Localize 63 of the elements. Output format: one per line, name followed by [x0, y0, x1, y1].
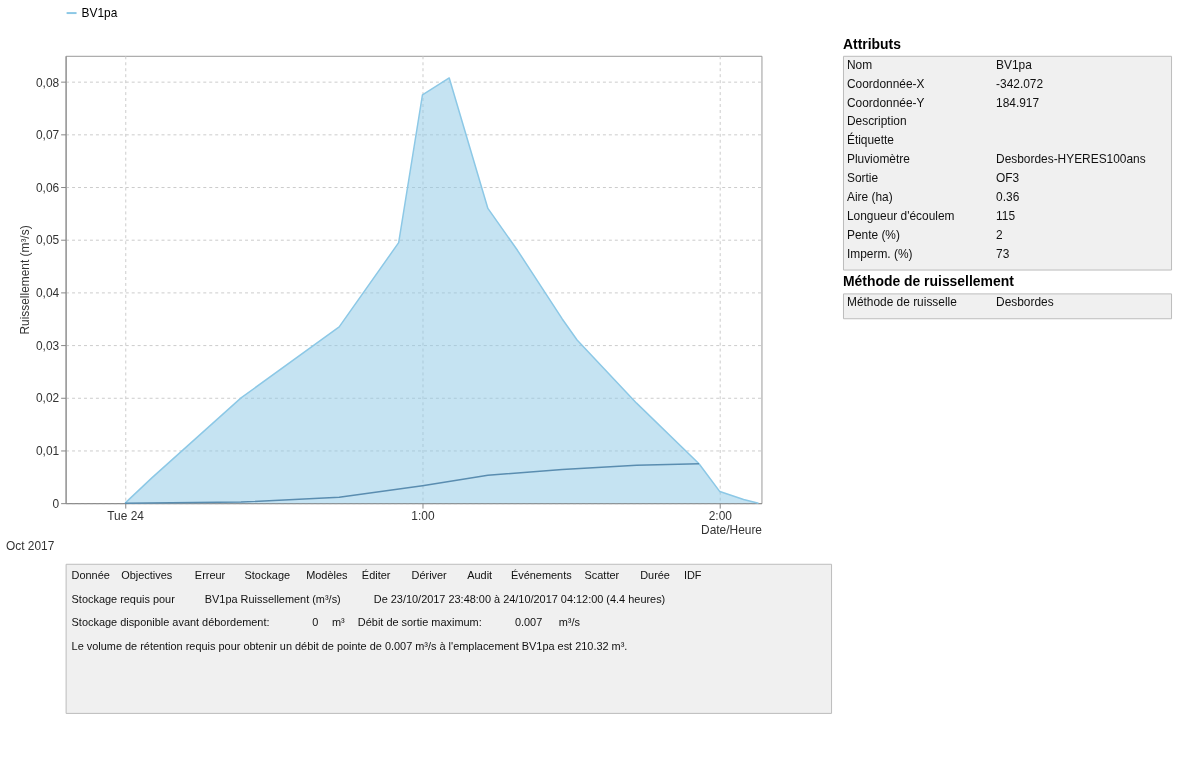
x-tick-label: 2:00	[708, 508, 733, 523]
text: Nom	[846, 57, 873, 72]
text: Desbordes	[996, 295, 1054, 310]
y-tick-label: 0,08	[35, 75, 60, 90]
text: Le volume de rétention requis pour obtenir un débit de pointe de 0.007 m³/s à l'emplacement BV1pa est 210.32 m³.	[71, 640, 628, 653]
text: Événements	[510, 568, 573, 581]
y-tick-label: 0,05	[35, 233, 60, 248]
text: Longueur d'écoulem	[846, 208, 955, 223]
text: -342.072	[996, 76, 1044, 91]
text: De 23/10/2017 23:48:00 à 24/10/2017 04:12:00 (4.4 heures)	[373, 592, 666, 605]
text: Oct 2017	[5, 538, 55, 553]
text: 73	[996, 246, 1010, 261]
text: Méthode de ruisselle	[846, 295, 958, 310]
text: Donnée	[71, 568, 110, 581]
text: IDF	[683, 568, 702, 581]
text: Dériver	[411, 568, 448, 581]
x-axis-title: Date/Heure	[701, 523, 763, 538]
y-tick-label: 0,04	[35, 286, 60, 301]
text: Débit de sortie maximum:	[357, 616, 482, 629]
text: Méthode de ruissellement	[842, 273, 1015, 290]
text: Description	[846, 114, 907, 129]
line-series	[124, 462, 700, 504]
text: 0	[312, 616, 319, 629]
text: Stockage requis pour	[71, 592, 176, 605]
text: Durée	[640, 568, 670, 581]
text: BV1pa	[996, 57, 1033, 72]
y-tick-label: 0	[52, 496, 60, 511]
y-tick-label: 0,02	[35, 391, 60, 406]
text: Stockage	[244, 568, 291, 581]
text: 184.917	[996, 95, 1040, 110]
text: OF3	[996, 171, 1020, 186]
x-tick-label: Tue 24	[107, 508, 145, 523]
text: Attributs	[842, 35, 902, 52]
text: Desbordes-HYERES100ans	[996, 152, 1146, 167]
text: Scatter	[584, 568, 620, 581]
text: 2	[996, 227, 1004, 242]
text: Coordonnée-Y	[846, 95, 925, 110]
text: Stockage disponible avant débordement:	[71, 616, 270, 629]
y-tick-label: 0,01	[35, 444, 60, 458]
y-axis-title: Ruissellement (m³/s)	[17, 225, 32, 335]
text: Pluviomètre	[846, 152, 911, 167]
text: Imperm. (%)	[846, 246, 913, 261]
x-tick-label: 1:00	[411, 508, 435, 523]
text: Coordonnée-X	[846, 76, 925, 91]
text: 0.36	[996, 189, 1020, 204]
text: Audit	[467, 568, 493, 581]
text: Pente (%)	[846, 227, 900, 242]
text: m³/s	[558, 616, 581, 629]
text: Sortie	[846, 171, 879, 186]
text: BV1pa Ruissellement (m³/s)	[204, 592, 341, 605]
text: m³	[332, 616, 346, 629]
text: Éditer	[361, 568, 391, 581]
text: Étiquette	[846, 132, 895, 148]
text: Objectives	[121, 568, 173, 581]
text: 0.007	[514, 616, 543, 629]
y-tick-label: 0,06	[35, 180, 60, 195]
text: 115	[996, 208, 1016, 223]
text: Modèles	[306, 568, 348, 581]
y-tick-label: 0,07	[35, 128, 60, 143]
y-tick-label: 0,03	[35, 338, 60, 353]
text: Erreur	[194, 568, 226, 581]
text: Aire (ha)	[846, 189, 893, 204]
legend-label: BV1pa	[81, 6, 118, 21]
